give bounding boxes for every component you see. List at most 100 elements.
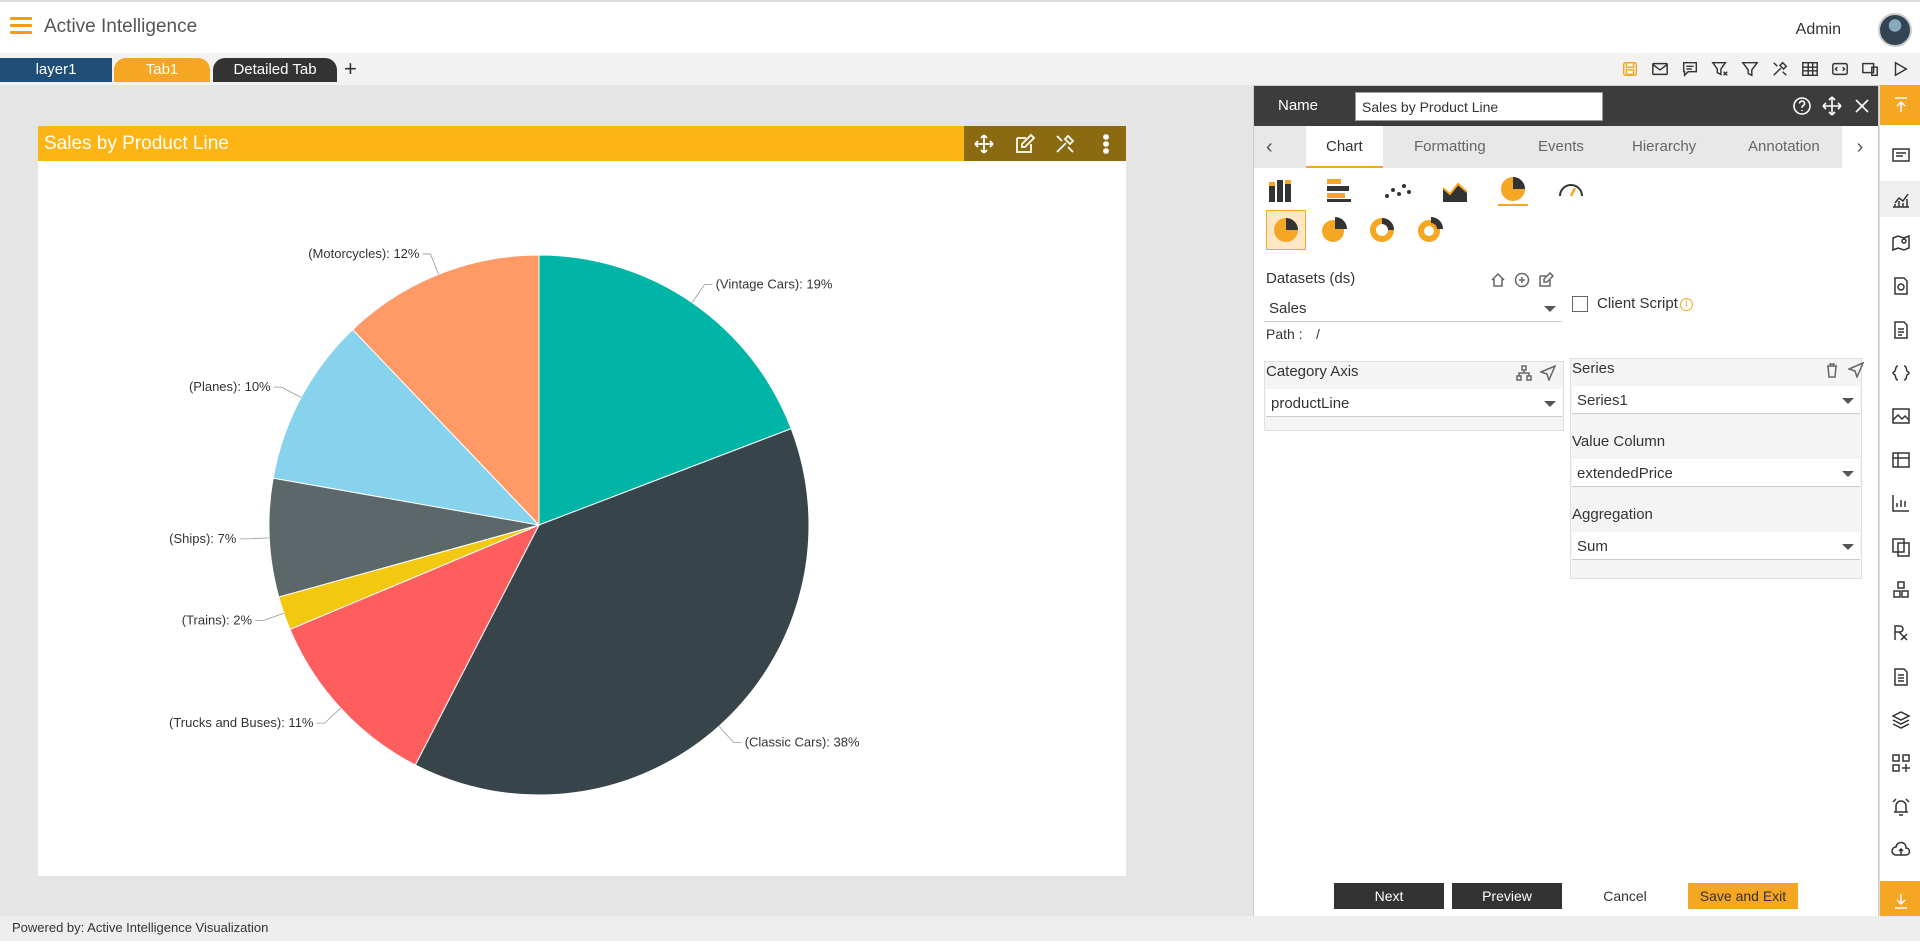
send-icon[interactable] — [1540, 365, 1556, 381]
table-icon[interactable] — [1800, 59, 1820, 79]
chart-header: Sales by Product Line — [38, 126, 1126, 161]
pie-slice-motorcycles[interactable] — [351, 254, 540, 527]
alarm-icon[interactable] — [1880, 789, 1920, 825]
tab-events[interactable]: Events — [1538, 138, 1584, 155]
clear-filter-icon[interactable] — [1710, 59, 1730, 79]
map-icon[interactable] — [1880, 225, 1920, 261]
footer: Powered by: Active Intelligence Visualiz… — [0, 916, 1920, 941]
pie-variant-full-icon[interactable] — [1266, 210, 1306, 250]
aggregation-select[interactable]: Sum — [1572, 532, 1860, 560]
value-column-select[interactable]: extendedPrice — [1572, 459, 1860, 487]
right-icon-bar — [1879, 85, 1920, 921]
pie-slice-planes[interactable] — [272, 328, 541, 526]
chevron-left-icon[interactable]: ‹ — [1266, 136, 1273, 158]
dataset-select[interactable]: Sales — [1264, 294, 1562, 322]
aggregation-label: Aggregation — [1572, 506, 1653, 523]
pie-slice-ships[interactable] — [268, 477, 540, 598]
category-axis-label: Category Axis — [1266, 363, 1359, 380]
category-axis-select[interactable]: productLine — [1266, 389, 1562, 417]
tab-formatting[interactable]: Formatting — [1414, 138, 1486, 155]
user-name[interactable]: Admin — [1795, 21, 1841, 38]
donut-exploded-variant-icon[interactable] — [1410, 210, 1450, 250]
send-icon[interactable] — [1848, 362, 1864, 378]
value-column-label: Value Column — [1572, 433, 1666, 450]
add-tab-button[interactable]: + — [344, 56, 357, 81]
embed-icon[interactable] — [1830, 59, 1850, 79]
close-icon[interactable] — [1852, 96, 1872, 116]
scatter-chart-icon[interactable] — [1382, 174, 1412, 206]
tab-detailed[interactable]: Detailed Tab — [213, 58, 337, 82]
tools-icon[interactable] — [1770, 59, 1790, 79]
card-icon[interactable] — [1880, 137, 1920, 173]
chart-widget-icon[interactable] — [1880, 181, 1920, 217]
more-icon[interactable] — [1094, 132, 1118, 156]
chart-type-picker — [1266, 174, 1586, 206]
add-widget-icon[interactable] — [1880, 745, 1920, 781]
pie-label-leader — [691, 284, 713, 303]
grid-table-icon[interactable] — [1880, 442, 1920, 478]
name-input[interactable] — [1355, 92, 1603, 121]
area-chart-icon[interactable] — [1440, 174, 1470, 206]
menu-icon[interactable] — [10, 17, 32, 35]
tools-icon[interactable] — [1053, 132, 1077, 156]
gauge-chart-icon[interactable] — [1556, 174, 1586, 206]
trash-icon[interactable] — [1824, 362, 1840, 378]
pie-label-leader — [422, 253, 440, 275]
bar-chart-icon[interactable] — [1324, 174, 1354, 206]
pie-data-label: (Motorcycles): 12% — [308, 246, 420, 261]
document-icon[interactable] — [1880, 312, 1920, 348]
avatar[interactable] — [1878, 13, 1912, 47]
client-script-checkbox[interactable] — [1572, 296, 1588, 312]
filter-icon[interactable] — [1740, 59, 1760, 79]
donut-variant-icon[interactable] — [1362, 210, 1402, 250]
pie-data-label: (Trucks and Buses): 11% — [169, 715, 314, 730]
code-icon[interactable] — [1880, 355, 1920, 391]
preview-button[interactable]: Preview — [1452, 883, 1562, 909]
chart-title: Sales by Product Line — [44, 133, 229, 154]
pie-chart-icon[interactable] — [1498, 174, 1528, 206]
move-icon[interactable] — [1822, 96, 1842, 116]
cubes-icon[interactable] — [1880, 572, 1920, 608]
tab-annotation[interactable]: Annotation — [1748, 138, 1820, 155]
tab-chart[interactable]: Chart — [1306, 126, 1383, 168]
tab-tab1[interactable]: Tab1 — [114, 58, 210, 82]
column-chart-icon[interactable] — [1266, 174, 1296, 206]
series-select[interactable]: Series1 — [1572, 386, 1860, 414]
settings-panel: Name ‹ Chart Formatting Events Hierarchy… — [1253, 85, 1879, 921]
comment-icon[interactable] — [1680, 59, 1700, 79]
pie-variant-exploded-icon[interactable] — [1314, 210, 1354, 250]
tab-layer1[interactable]: layer1 — [0, 58, 112, 82]
pie-slice-vintage-cars[interactable] — [538, 254, 792, 526]
move-icon[interactable] — [972, 132, 996, 156]
edit-icon[interactable] — [1538, 272, 1554, 288]
collapse-down-icon[interactable] — [1880, 881, 1920, 921]
mail-icon[interactable] — [1650, 59, 1670, 79]
devices-icon[interactable] — [1860, 59, 1880, 79]
cloud-upload-icon[interactable] — [1880, 832, 1920, 868]
kpi-icon[interactable] — [1880, 485, 1920, 521]
page-icon[interactable] — [1880, 659, 1920, 695]
tab-hierarchy[interactable]: Hierarchy — [1632, 138, 1697, 155]
copy-icon[interactable] — [1880, 529, 1920, 565]
pie-label-leader — [255, 612, 284, 621]
pie-label-leader — [316, 707, 341, 724]
save-exit-button[interactable]: Save and Exit — [1688, 883, 1798, 909]
edit-icon[interactable] — [1013, 132, 1037, 156]
play-icon[interactable] — [1890, 59, 1910, 79]
help-icon[interactable] — [1792, 96, 1812, 116]
report-icon[interactable] — [1880, 268, 1920, 304]
collapse-up-icon[interactable] — [1880, 85, 1920, 125]
save-icon[interactable] — [1620, 59, 1640, 79]
chevron-right-icon[interactable]: › — [1842, 126, 1878, 168]
app-title: Active Intelligence — [44, 16, 198, 37]
add-icon[interactable] — [1514, 272, 1530, 288]
info-icon[interactable]: i — [1679, 298, 1693, 311]
layers-icon[interactable] — [1880, 702, 1920, 738]
hierarchy-icon[interactable] — [1516, 365, 1532, 381]
next-button[interactable]: Next — [1334, 883, 1444, 909]
home-icon[interactable] — [1490, 272, 1506, 288]
name-label: Name — [1278, 97, 1319, 114]
cancel-button[interactable]: Cancel — [1570, 883, 1680, 909]
formula-icon[interactable] — [1880, 615, 1920, 651]
image-icon[interactable] — [1880, 398, 1920, 434]
